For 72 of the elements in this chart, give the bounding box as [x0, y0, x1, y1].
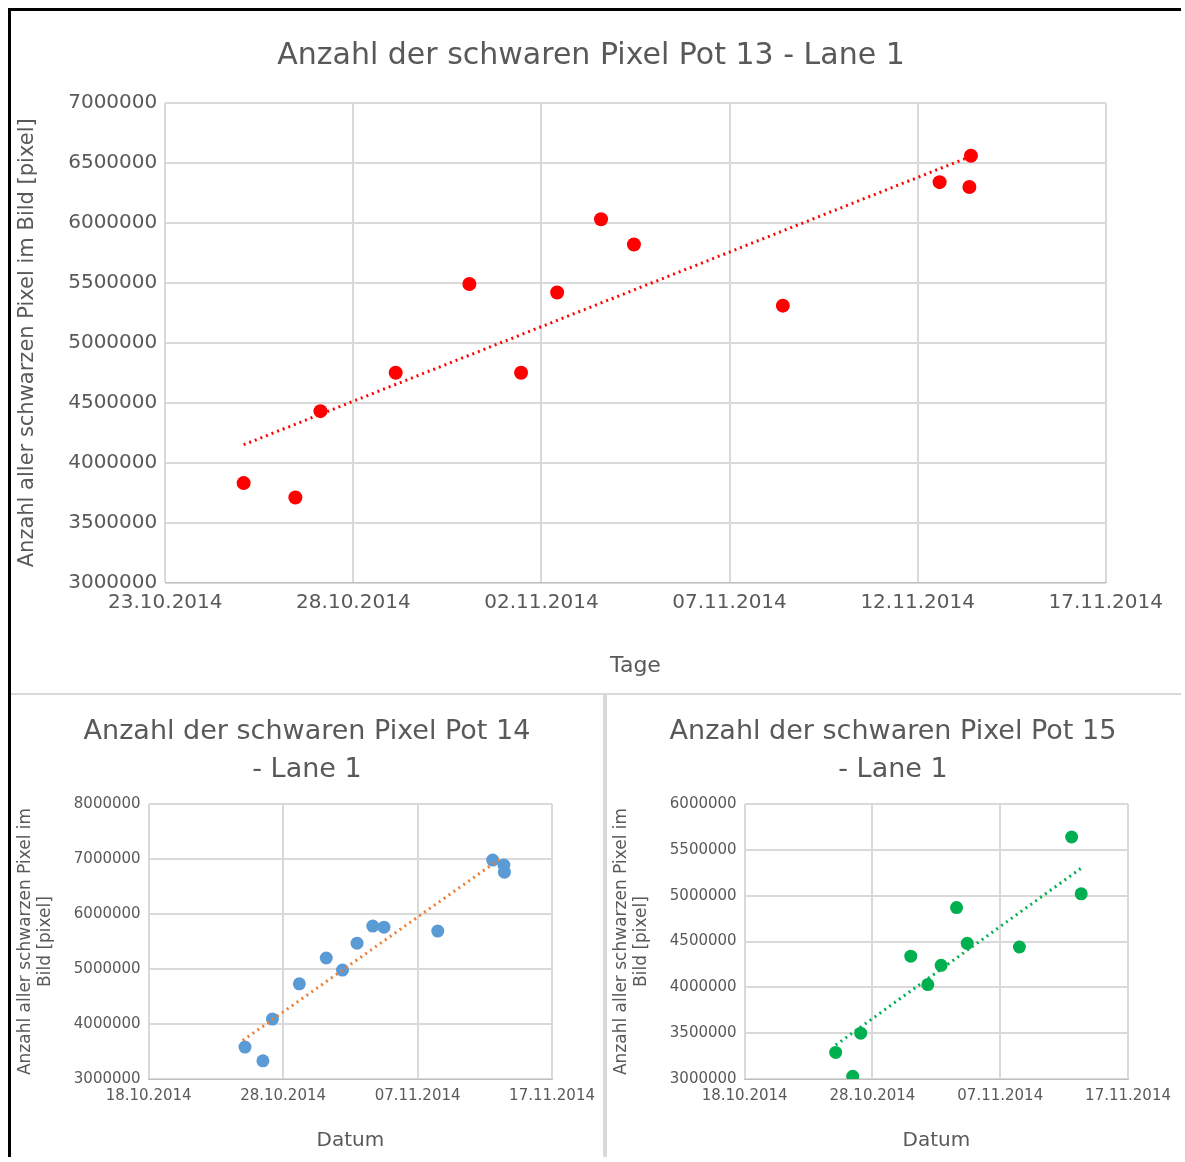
point: [1074, 886, 1088, 900]
y-tick-label: 3500000: [669, 1022, 737, 1041]
y-axis-title: Anzahl aller schwarzen Pixel im Bild [pixel]: [14, 118, 39, 568]
point: [1065, 830, 1079, 844]
point: [288, 490, 303, 505]
point: [377, 920, 391, 934]
x-tick-label: 17.11.2014: [509, 1085, 595, 1104]
y-tick-label: 7000000: [73, 848, 141, 867]
x-tick-label: 07.11.2014: [374, 1085, 461, 1104]
point: [932, 175, 947, 190]
point: [256, 1053, 270, 1067]
y-tick-label: 8000000: [73, 793, 141, 812]
x-axis-title: Datum: [902, 1126, 971, 1151]
point: [292, 976, 306, 990]
y-tick-label: 5500000: [669, 839, 737, 858]
y-tick-label: 6000000: [68, 209, 158, 234]
y-tick-label: 3500000: [68, 508, 158, 533]
chart-title: Anzahl der schwaren Pixel Pot 15 - Lane 1: [668, 713, 1118, 785]
point: [904, 949, 918, 963]
y-tick-label: 5000000: [73, 958, 141, 977]
x-axis-title: Tage: [609, 651, 661, 677]
chart-title: Anzahl der schwaren Pixel Pot 13 - Lane 1: [276, 35, 906, 73]
y-tick-label: 6000000: [669, 793, 737, 812]
point: [431, 924, 445, 938]
y-tick-label: 5500000: [68, 269, 158, 294]
x-tick-label: 07.11.2014: [672, 588, 787, 613]
x-tick-label: 28.10.2014: [240, 1085, 327, 1104]
point: [550, 285, 565, 300]
point: [829, 1045, 843, 1059]
y-tick-label: 5000000: [669, 885, 737, 904]
x-axis-title: Datum: [316, 1126, 385, 1151]
y-tick-label: 4000000: [669, 976, 737, 995]
point: [462, 277, 477, 292]
point: [950, 900, 964, 914]
x-tick-label: 18.10.2014: [701, 1085, 788, 1104]
y-tick-label: 4500000: [68, 388, 158, 413]
point: [1012, 940, 1026, 954]
y-tick-label: 7000000: [68, 89, 158, 114]
point: [854, 1026, 868, 1040]
point: [366, 919, 380, 933]
y-tick-label: 5000000: [68, 329, 158, 353]
point: [962, 179, 977, 194]
point: [350, 936, 364, 950]
x-tick-label: 17.11.2014: [1048, 588, 1163, 613]
y-tick-label: 6000000: [73, 903, 141, 922]
x-tick-label: 28.10.2014: [296, 588, 411, 613]
x-tick-label: 07.11.2014: [957, 1085, 1044, 1104]
point: [626, 237, 641, 252]
x-tick-label: 02.11.2014: [484, 588, 599, 613]
y-tick-label: 6500000: [68, 149, 158, 174]
x-tick-label: 28.10.2014: [829, 1085, 916, 1104]
point: [963, 148, 978, 163]
point: [319, 951, 333, 965]
y-axis-title: Anzahl aller schwarzen Pixel im Bild [pixel]: [13, 807, 55, 1075]
x-tick-label: 18.10.2014: [105, 1085, 192, 1104]
point: [921, 977, 935, 991]
point: [238, 1040, 252, 1054]
y-tick-label: 4000000: [68, 448, 158, 473]
x-tick-label: 12.11.2014: [860, 588, 975, 613]
chart-title: Anzahl der schwaren Pixel Pot 14 - Lane 1: [82, 713, 532, 785]
point: [388, 365, 403, 380]
y-tick-label: 4500000: [669, 930, 737, 949]
y-tick-label: 3000000: [669, 1068, 737, 1087]
point: [236, 476, 251, 491]
y-tick-label: 4000000: [73, 1013, 141, 1032]
y-tick-label: 3000000: [73, 1068, 141, 1087]
point: [775, 298, 790, 313]
point: [960, 936, 974, 950]
x-tick-label: 17.11.2014: [1085, 1085, 1171, 1104]
point: [594, 212, 609, 227]
point: [514, 365, 529, 380]
y-axis-title: Anzahl aller schwarzen Pixel im Bild [pixel]: [609, 807, 651, 1075]
